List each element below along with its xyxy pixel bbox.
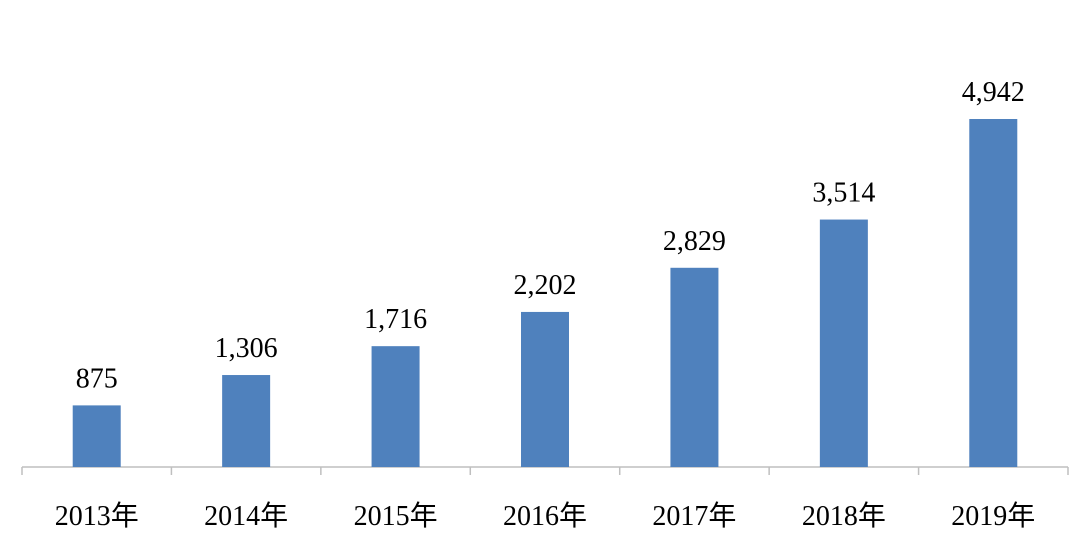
x-tick-label: 2015年 — [354, 500, 438, 532]
bar — [222, 375, 271, 467]
x-tick-label: 2016年 — [503, 500, 587, 532]
bar — [819, 219, 868, 467]
bar — [371, 346, 420, 467]
value-label: 2,829 — [663, 226, 726, 257]
x-tick-label: 2013年 — [55, 500, 139, 532]
value-label: 2,202 — [514, 270, 577, 301]
x-tick-label: 2018年 — [802, 500, 886, 532]
x-tick-label: 2017年 — [652, 500, 736, 532]
value-label: 3,514 — [812, 178, 875, 209]
bar — [670, 267, 719, 467]
bar — [969, 119, 1018, 467]
x-tick-label: 2019年 — [951, 500, 1035, 532]
bar — [521, 311, 569, 467]
value-label: 875 — [76, 363, 118, 394]
bar — [72, 405, 121, 467]
value-label: 4,942 — [962, 77, 1025, 108]
value-label: 1,306 — [215, 333, 278, 364]
value-label: 1,716 — [364, 304, 427, 335]
x-tick-label: 2014年 — [204, 500, 288, 532]
